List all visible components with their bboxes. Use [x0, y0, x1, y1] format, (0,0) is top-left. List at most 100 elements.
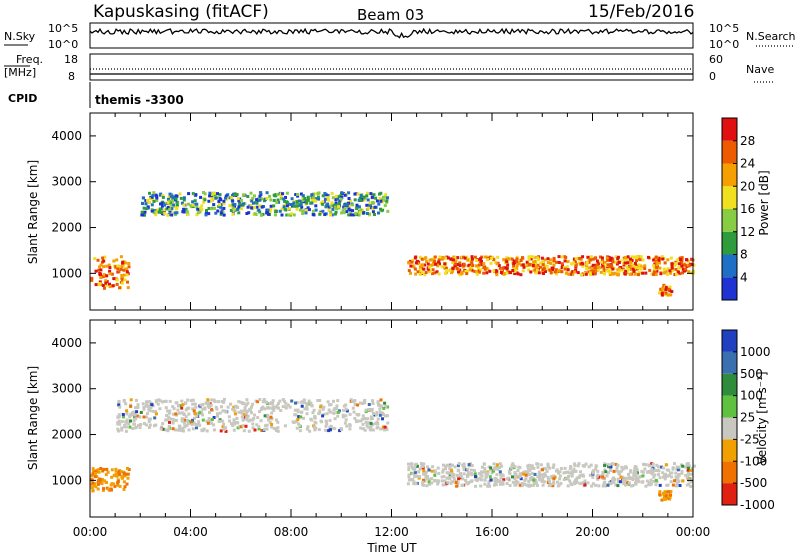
power-cell — [485, 266, 489, 270]
power-cell — [447, 256, 450, 260]
power-cell — [222, 206, 226, 210]
velocity-cell — [363, 417, 367, 420]
velocity-cell — [180, 406, 184, 410]
velocity-cell — [342, 404, 346, 408]
power-cell — [251, 196, 255, 200]
power-cell — [511, 269, 515, 272]
power-cell — [386, 196, 389, 200]
power-cell — [515, 260, 519, 264]
power-cell — [327, 209, 331, 212]
velocity-cell — [409, 478, 413, 482]
power-cell — [662, 271, 666, 275]
power-cell — [359, 194, 363, 198]
power-cell — [440, 265, 444, 269]
velocity-cell — [165, 414, 169, 417]
velocity-cell — [376, 425, 380, 429]
velocity-cell — [567, 474, 570, 478]
velocity-cell — [133, 415, 137, 419]
power-cell — [599, 270, 603, 274]
velocity-cell — [154, 399, 158, 403]
velocity-cell — [361, 414, 365, 418]
power-cell — [362, 211, 366, 215]
power-cell — [114, 265, 118, 269]
power-xaxis-ticks — [89, 113, 694, 310]
power-cell — [526, 264, 530, 268]
power-cell — [108, 266, 112, 270]
velocity-colorbar-tick-label: -100 — [740, 454, 767, 468]
velocity-cell — [483, 478, 487, 482]
velocity-cell — [183, 424, 187, 428]
power-cell — [657, 258, 661, 262]
power-cell — [160, 211, 163, 214]
power-cell — [296, 193, 300, 196]
velocity-cell — [519, 473, 523, 477]
velocity-cell — [532, 466, 536, 470]
velocity-cell — [247, 419, 251, 423]
velocity-cell — [678, 484, 682, 487]
velocity-cell — [620, 465, 624, 469]
velocity-cell — [541, 483, 545, 487]
power-cell — [218, 193, 222, 197]
velocity-cell — [607, 463, 611, 467]
power-cell — [453, 256, 457, 260]
velocity-cell — [607, 465, 611, 469]
power-cell — [565, 271, 569, 275]
velocity-cell — [538, 476, 542, 480]
power-cell — [432, 257, 436, 261]
velocity-cell — [266, 406, 270, 410]
velocity-cell — [333, 407, 337, 411]
velocity-cell — [306, 425, 310, 429]
velocity-cell — [579, 470, 582, 474]
power-cell — [605, 269, 609, 273]
power-cell — [529, 257, 533, 261]
power-cell — [589, 258, 593, 262]
velocity-cell — [305, 404, 309, 408]
velocity-cell — [573, 462, 577, 466]
velocity-cell — [480, 465, 484, 469]
velocity-cell — [645, 479, 649, 483]
velocity-cell — [676, 468, 680, 472]
velocity-cell — [459, 474, 463, 478]
power-cell — [687, 270, 691, 274]
velocity-cell — [463, 466, 467, 469]
power-cell — [151, 194, 155, 197]
power-cell — [495, 262, 499, 266]
power-cell — [167, 195, 171, 199]
power-cell — [111, 284, 115, 288]
power-cell — [572, 261, 576, 265]
velocity-cell — [622, 482, 626, 485]
power-cell — [169, 201, 172, 205]
velocity-cell — [654, 483, 658, 487]
power-cell — [98, 265, 101, 269]
power-cell — [299, 192, 303, 196]
power-cell — [407, 261, 411, 265]
velocity-cell — [94, 485, 98, 489]
velocity-cell — [145, 412, 149, 416]
velocity-cell — [228, 419, 232, 423]
power-cell — [485, 271, 489, 275]
velocity-cell — [91, 467, 95, 471]
freq-right-label: Nave — [746, 63, 774, 76]
velocity-cell — [369, 425, 373, 429]
power-cell — [498, 266, 502, 270]
velocity-cell — [670, 471, 674, 475]
velocity-colorbar-swatch — [722, 483, 737, 505]
power-cell — [514, 268, 518, 272]
velocity-cell — [332, 399, 335, 403]
velocity-cell — [168, 409, 172, 413]
velocity-cell — [224, 429, 228, 433]
power-cell — [224, 194, 228, 198]
velocity-cell — [479, 470, 483, 474]
velocity-cell — [484, 475, 488, 479]
power-cell — [347, 197, 351, 200]
power-cell — [222, 202, 226, 206]
velocity-cell — [299, 415, 303, 419]
velocity-cell — [660, 498, 664, 502]
velocity-cell — [664, 472, 668, 476]
velocity-cell — [162, 427, 166, 431]
power-cell — [151, 198, 155, 202]
velocity-cell — [260, 407, 264, 410]
power-cell — [658, 266, 662, 270]
velocity-cell — [201, 407, 205, 411]
